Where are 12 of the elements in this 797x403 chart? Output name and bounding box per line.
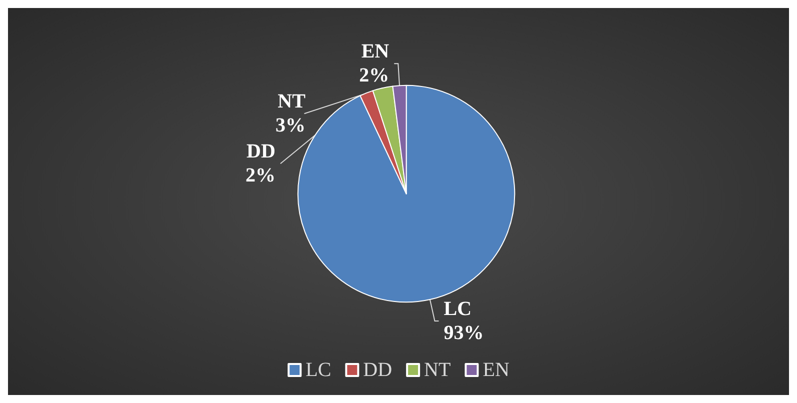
slice-label: EN [361, 40, 390, 63]
legend-label: NT [424, 359, 451, 381]
slice-label: LC [444, 298, 472, 320]
slice-label: DD [246, 140, 276, 163]
data-label: 2% [245, 164, 276, 187]
data-label: 3% [275, 114, 306, 137]
legend-label: DD [363, 359, 392, 381]
data-label: 93% [444, 322, 484, 344]
legend-label: EN [482, 359, 510, 381]
data-label: 2% [359, 64, 390, 87]
slice-label: NT [278, 90, 306, 113]
legend-label: LC [306, 359, 332, 381]
